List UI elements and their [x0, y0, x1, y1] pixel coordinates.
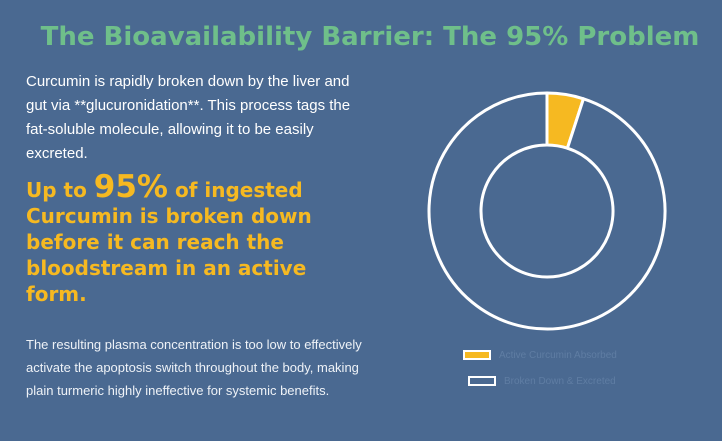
footnote-text: The resulting plasma concentration is to…: [26, 337, 362, 398]
donut-chart: [427, 91, 667, 331]
donut-slice-excreted: [427, 91, 667, 331]
highlight-prefix: Up to: [26, 178, 94, 202]
chart-legend: Active Curcumin Absorbed Broken Down & E…: [463, 347, 703, 399]
legend-label-excreted: Broken Down & Excreted: [504, 375, 616, 387]
highlight-suffix: of ingested Curcumin is broken down befo…: [26, 178, 312, 306]
legend-item-absorbed: Active Curcumin Absorbed: [463, 347, 703, 363]
highlight-statement: Up to 95% of ingested Curcumin is broken…: [26, 172, 346, 307]
legend-swatch-excreted: [468, 376, 496, 386]
highlight-number: 95%: [93, 169, 168, 205]
legend-item-excreted: Broken Down & Excreted: [468, 373, 703, 389]
legend-label-absorbed: Active Curcumin Absorbed: [499, 349, 617, 361]
page-title: The Bioavailability Barrier: The 95% Pro…: [40, 22, 700, 52]
legend-swatch-absorbed: [463, 350, 491, 360]
intro-text: Curcumin is rapidly broken down by the l…: [26, 73, 351, 162]
